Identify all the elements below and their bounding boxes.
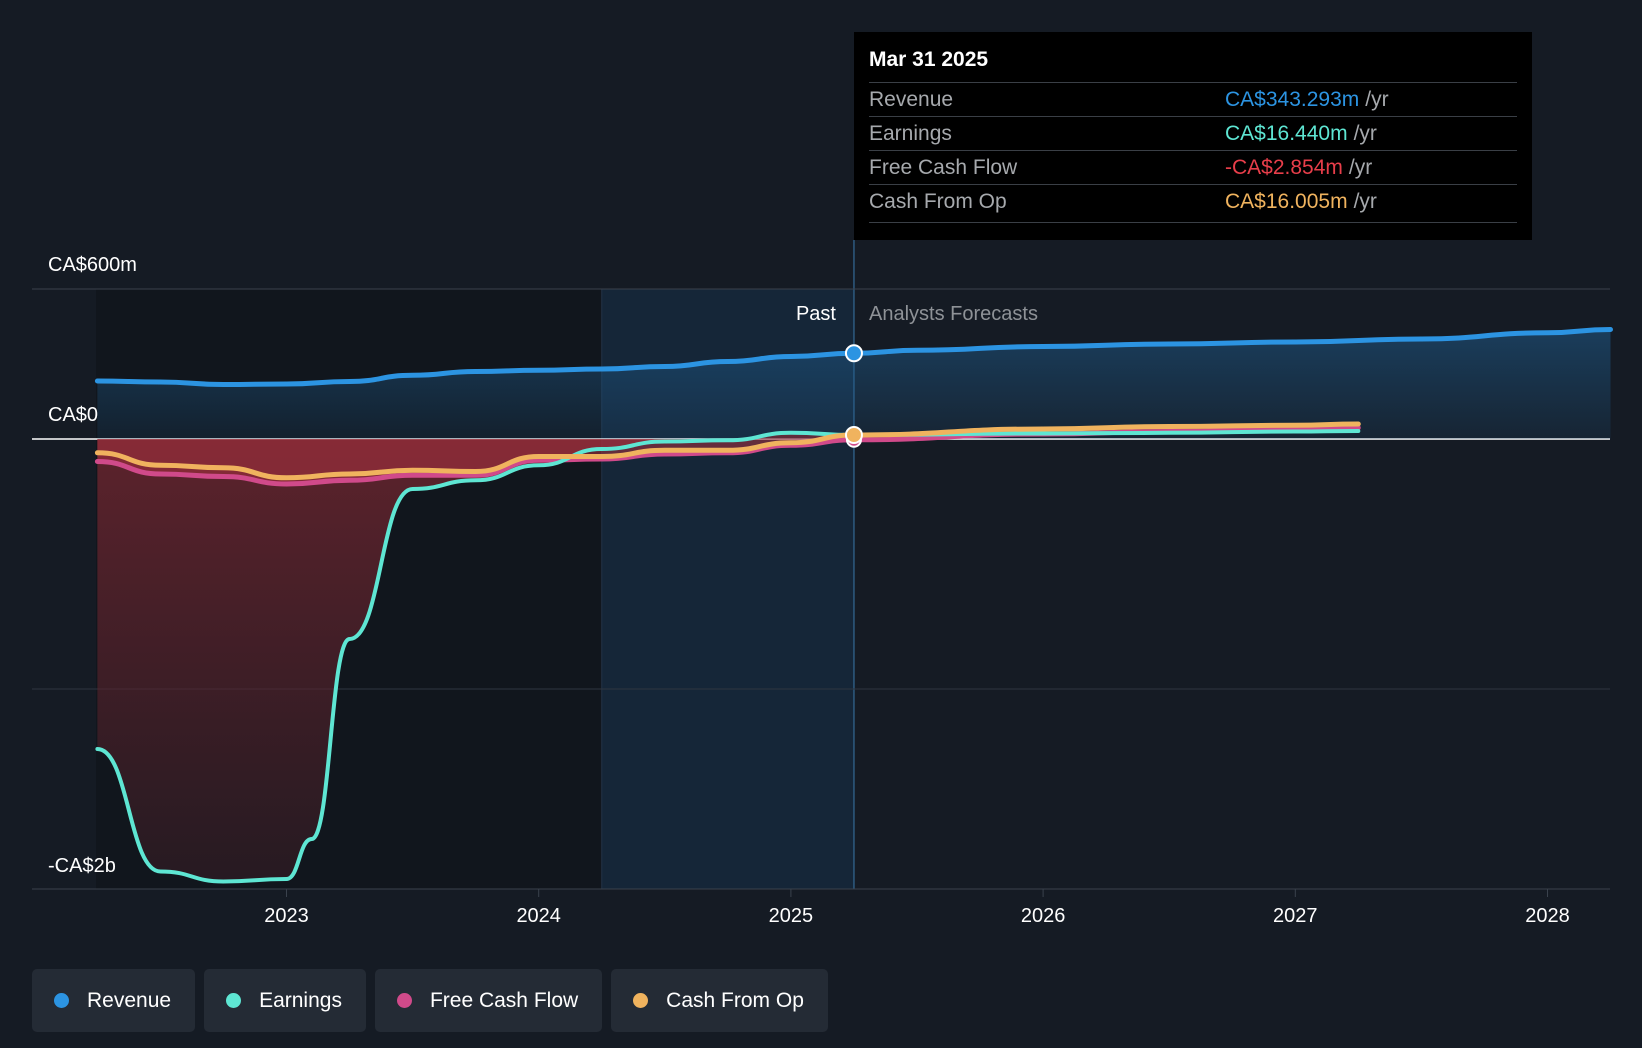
legend-label-revenue: Revenue [87,988,172,1012]
x-tick-label-2023: 2023 [264,905,309,927]
tooltip-revenue-value: CA$343.293m [1225,88,1360,111]
y-tick-label-top: CA$600m [48,254,137,276]
revenue-marker [844,344,863,363]
earnings-line [95,429,1361,884]
tooltip-revenue-value-wrap: CA$343.293m/yr [1225,88,1389,112]
forecast-label: Analysts Forecasts [869,303,1038,325]
revenue-area [97,329,1611,439]
past-label: Past [796,303,836,325]
tooltip-cfo-name: Cash From Op [869,190,1007,213]
legend-item-cash-from-op[interactable]: Cash From Op [611,969,828,1032]
tooltip-date: Mar 31 2025 [869,48,989,71]
legend-item-free-cash-flow[interactable]: Free Cash Flow [374,969,603,1032]
legend: Revenue Earnings Free Cash Flow Cash Fro… [32,969,828,1032]
legend-dot-earnings [226,993,242,1008]
tooltip-cfo-value-wrap: CA$16.005m/yr [1225,190,1377,214]
earnings-area [97,432,854,882]
x-tick-label-2025: 2025 [769,905,814,927]
x-tick-label-2026: 2026 [1021,905,1066,927]
tooltip-earnings-value: CA$16.440m [1225,122,1348,145]
cash-from-op-line [94,421,1361,481]
tooltip-fcf-unit: /yr [1348,156,1373,179]
legend-label-free-cash-flow: Free Cash Flow [429,988,579,1012]
x-tick-label-2028: 2028 [1525,905,1570,927]
tooltip-revenue-unit: /yr [1365,88,1389,111]
legend-label-earnings: Earnings [259,988,342,1012]
tooltip: Mar 31 2025 Revenue CA$343.293m/yr Earni… [854,32,1532,240]
tooltip-earnings-value-wrap: CA$16.440m/yr [1225,122,1377,146]
tooltip-fcf-name: Free Cash Flow [869,156,1018,179]
tooltip-fcf-value-wrap: -CA$2.854m/yr [1225,156,1372,180]
tooltip-cfo-value: CA$16.005m [1225,190,1348,213]
legend-dot-revenue [54,993,69,1008]
x-tick-label-2024: 2024 [516,905,561,927]
y-tick-label-zero: CA$0 [48,404,98,426]
legend-item-earnings[interactable]: Earnings [204,969,366,1032]
revenue-line [94,327,1613,388]
tooltip-earnings-unit: /yr [1353,122,1377,145]
tooltip-row-revenue: Revenue CA$343.293m/yr [869,82,1517,117]
x-tick-label-2027: 2027 [1273,905,1318,927]
cash-from-op-marker [844,426,863,444]
tooltip-row-cfo: Cash From Op CA$16.005m/yr [869,184,1517,219]
legend-dot-free-cash-flow [396,993,412,1008]
tooltip-revenue-name: Revenue [869,88,954,111]
legend-item-revenue[interactable]: Revenue [32,969,196,1032]
tooltip-cfo-unit: /yr [1353,190,1377,213]
tooltip-divider [869,222,1517,223]
tooltip-earnings-name: Earnings [869,122,952,145]
y-tick-label-bottom: -CA$2b [48,855,116,877]
legend-label-cash-from-op: Cash From Op [666,988,804,1012]
tooltip-row-fcf: Free Cash Flow -CA$2.854m/yr [869,150,1517,185]
tooltip-row-earnings: Earnings CA$16.440m/yr [869,116,1517,151]
legend-dot-cash-from-op [633,993,649,1008]
tooltip-fcf-value: -CA$2.854m [1225,156,1343,179]
